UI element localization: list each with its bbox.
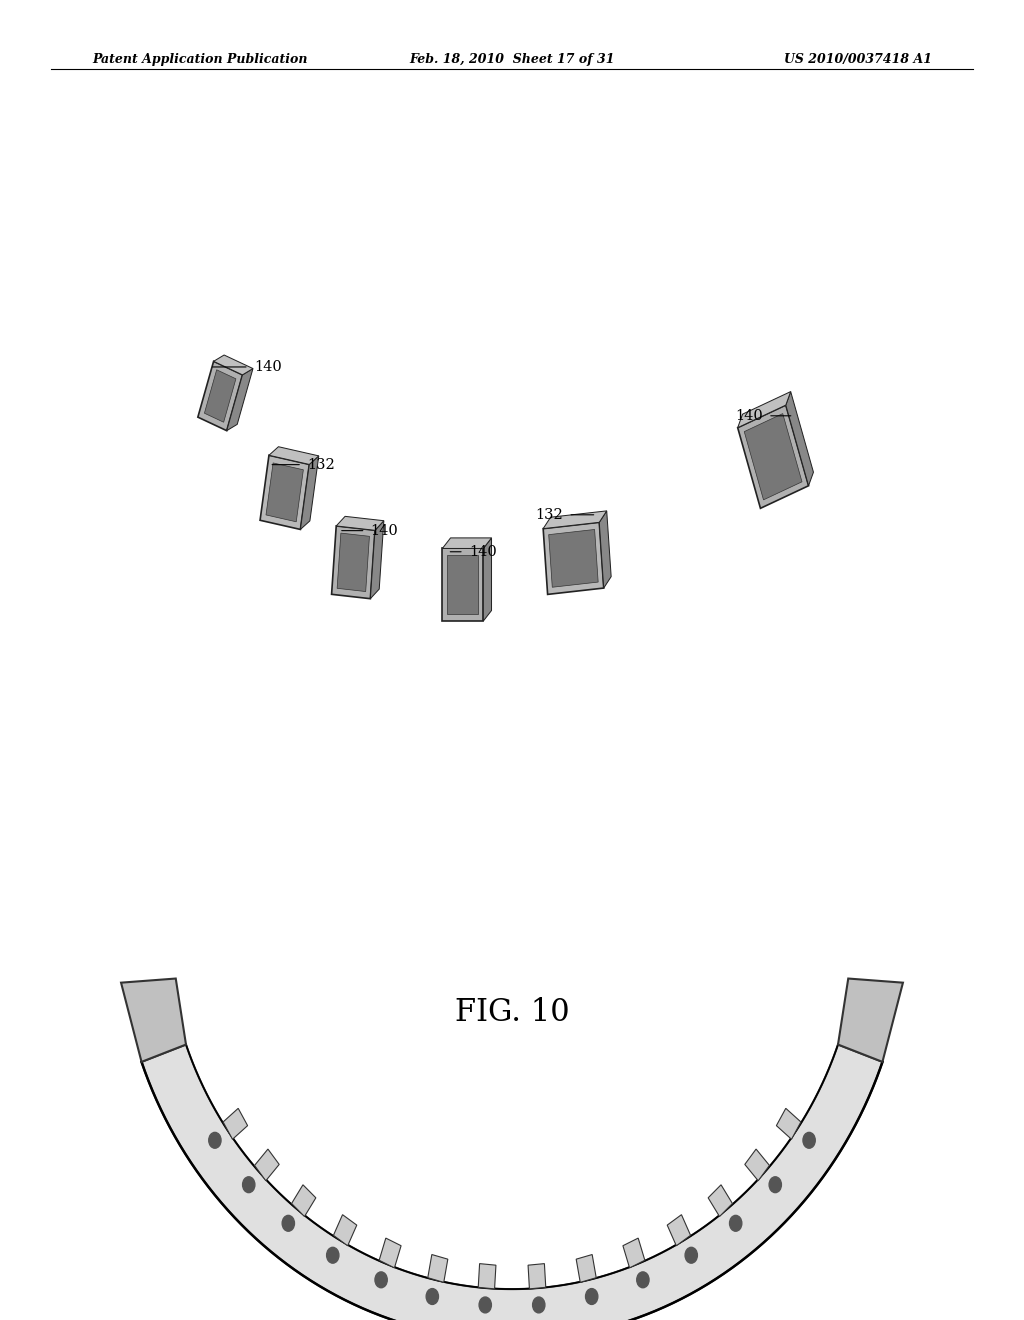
- Polygon shape: [428, 1254, 447, 1282]
- Circle shape: [327, 1247, 339, 1263]
- Bar: [337, 533, 370, 591]
- Bar: [198, 362, 243, 430]
- Bar: [260, 455, 309, 529]
- Polygon shape: [483, 539, 492, 620]
- Polygon shape: [336, 516, 384, 531]
- Polygon shape: [623, 1238, 645, 1269]
- Bar: [442, 549, 483, 620]
- Bar: [549, 529, 598, 587]
- Bar: [543, 523, 604, 594]
- Polygon shape: [599, 511, 611, 589]
- Circle shape: [479, 1298, 492, 1313]
- Bar: [266, 463, 303, 521]
- Text: 140: 140: [371, 524, 398, 537]
- Polygon shape: [300, 455, 318, 529]
- Text: 140: 140: [254, 360, 282, 374]
- Circle shape: [426, 1288, 438, 1304]
- Polygon shape: [255, 1150, 280, 1181]
- Text: US 2010/0037418 A1: US 2010/0037418 A1: [783, 53, 932, 66]
- Polygon shape: [577, 1254, 596, 1282]
- Circle shape: [283, 1216, 295, 1232]
- Circle shape: [586, 1288, 598, 1304]
- Bar: [332, 525, 375, 599]
- Polygon shape: [334, 1214, 356, 1246]
- Text: Patent Application Publication: Patent Application Publication: [92, 53, 307, 66]
- Polygon shape: [838, 978, 903, 1061]
- Text: 132: 132: [536, 508, 563, 521]
- Bar: [447, 554, 478, 614]
- Polygon shape: [379, 1238, 401, 1269]
- Circle shape: [769, 1177, 781, 1193]
- Circle shape: [729, 1216, 741, 1232]
- Circle shape: [803, 1133, 815, 1148]
- Circle shape: [685, 1247, 697, 1263]
- Bar: [737, 405, 809, 508]
- Polygon shape: [442, 539, 492, 549]
- Polygon shape: [737, 392, 791, 428]
- Circle shape: [532, 1298, 545, 1313]
- Circle shape: [209, 1133, 221, 1148]
- Polygon shape: [141, 1044, 883, 1320]
- Polygon shape: [776, 1109, 801, 1139]
- Polygon shape: [226, 368, 253, 430]
- Polygon shape: [269, 446, 318, 465]
- Text: 140: 140: [469, 545, 497, 558]
- Polygon shape: [668, 1214, 690, 1246]
- Text: 132: 132: [307, 458, 335, 471]
- Polygon shape: [371, 520, 384, 599]
- Polygon shape: [709, 1185, 732, 1217]
- Polygon shape: [121, 978, 186, 1061]
- Polygon shape: [214, 355, 253, 375]
- Text: FIG. 10: FIG. 10: [455, 997, 569, 1027]
- Circle shape: [243, 1177, 255, 1193]
- Polygon shape: [478, 1263, 496, 1288]
- Polygon shape: [223, 1109, 248, 1139]
- Text: Feb. 18, 2010  Sheet 17 of 31: Feb. 18, 2010 Sheet 17 of 31: [410, 53, 614, 66]
- Bar: [744, 413, 802, 500]
- Polygon shape: [744, 1150, 769, 1181]
- Bar: [205, 370, 236, 422]
- Circle shape: [375, 1272, 387, 1288]
- Polygon shape: [543, 511, 606, 528]
- Polygon shape: [528, 1263, 546, 1288]
- Text: 140: 140: [735, 409, 763, 422]
- Circle shape: [637, 1272, 649, 1288]
- Polygon shape: [785, 392, 813, 486]
- Polygon shape: [292, 1185, 315, 1217]
